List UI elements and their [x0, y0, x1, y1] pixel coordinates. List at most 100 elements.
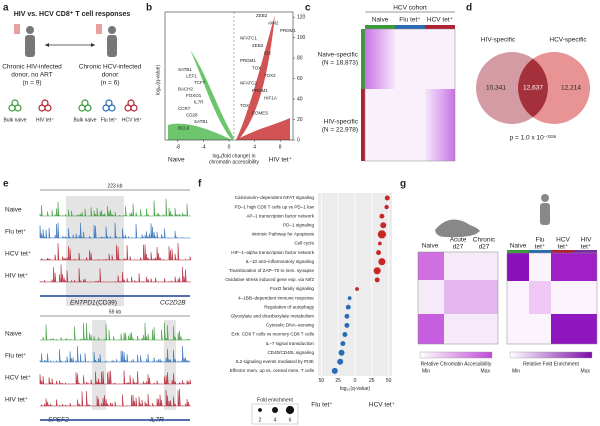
category-label: HIF–1–alpha transcription factor network — [231, 250, 314, 255]
legend-dot — [258, 408, 262, 412]
row-bar — [361, 89, 365, 161]
set-label: HIV-specific — [481, 37, 516, 44]
column-bar — [425, 25, 455, 29]
row-label: HIV-specific — [324, 119, 359, 126]
donor-icons — [14, 24, 117, 57]
gene-label: SATB1 — [178, 67, 192, 72]
x-tick-label: -8 — [176, 144, 181, 150]
panel-letter: a — [3, 3, 9, 14]
column-label: Flu — [535, 237, 544, 244]
legend-max: Max — [481, 368, 491, 374]
dot — [376, 250, 381, 256]
category-label: Exh. CD8 T cells vs memory CD8 T cells — [231, 332, 314, 337]
direction-label: Naive — [168, 157, 185, 164]
column-bar — [365, 25, 395, 29]
span-label: 59 kb — [109, 309, 121, 315]
dot — [377, 241, 382, 246]
row-label: (N = 22,978) — [322, 127, 358, 134]
column-label: HIV — [581, 237, 593, 244]
dot — [384, 195, 390, 201]
x-tick-label: -4 — [201, 144, 206, 150]
direction-label: HCV tet⁺ — [369, 402, 396, 409]
y-tick-label: 0 — [297, 137, 300, 143]
cell-label: HIV tet⁺ — [36, 117, 54, 123]
donor-label: (n = 9) — [23, 80, 42, 87]
legend-dot — [285, 405, 295, 415]
column-label: Chronic — [473, 237, 496, 244]
y-tick-label: 40 — [297, 96, 303, 102]
y-tick-label: 60 — [297, 76, 303, 82]
donor-label: Chronic HCV-infected — [79, 64, 142, 71]
dot — [379, 213, 385, 219]
panel-letter: f — [198, 179, 202, 190]
x-tick-label: 25 — [369, 378, 375, 384]
heatmap-frame — [364, 28, 456, 162]
dot — [384, 204, 389, 210]
axis-label: log₁₀(q-value) — [155, 65, 161, 95]
track-signal — [39, 322, 191, 341]
gene-label: TOX — [240, 103, 249, 108]
category-label: Cell cycle — [294, 241, 314, 246]
axis-label: chromatin accessibility — [209, 159, 260, 165]
row-label: Naive-specific — [318, 52, 359, 59]
track-label: HIV tet⁺ — [5, 273, 29, 280]
track-label: HCV tet⁺ — [5, 375, 32, 382]
legend-label: 4 — [274, 417, 277, 423]
gene-label: NFATC2 — [240, 81, 257, 86]
gene-label: FOXO1 — [186, 93, 202, 98]
legend-label: 2 — [259, 417, 262, 423]
dot — [340, 341, 346, 347]
venn-overlap — [518, 58, 548, 118]
cell-label: HCV tet⁺ — [122, 117, 143, 123]
track-signal — [39, 345, 191, 363]
gene-label: EOMES — [252, 111, 268, 116]
y-tick-label: 120 — [297, 14, 306, 20]
gene-label: LEF1 — [186, 74, 197, 79]
gene-label: BACH2 — [178, 87, 194, 92]
column-label: HCV — [556, 237, 570, 244]
legend-dot — [272, 407, 278, 413]
track-signal — [39, 388, 191, 407]
gene-label: NFATC1 — [240, 36, 257, 41]
legend-title: Relative Fold Enrichment — [523, 361, 579, 367]
dot — [345, 304, 351, 310]
category-label: FoxO family signaling — [270, 286, 314, 291]
track-signal — [39, 198, 191, 217]
donor-label: donor, no ART — [11, 72, 52, 79]
track-label: HCV tet⁺ — [5, 251, 32, 258]
gene-label: ZEB2 — [256, 13, 268, 18]
gene-label: CD28 — [186, 113, 198, 118]
legend-min: Min — [512, 368, 520, 374]
cell-label: Bulk naive — [3, 117, 26, 123]
mouse-icon — [435, 219, 480, 238]
gene-name: ENTPD1 — [70, 300, 96, 307]
column-label: Naive — [372, 17, 389, 24]
cohort-label: HCV cohort — [393, 5, 427, 12]
x-tick-label: 50 — [386, 378, 392, 384]
dot — [342, 332, 348, 337]
x-tick-label: 0 — [354, 378, 357, 384]
gene-label: IL7R — [194, 100, 204, 105]
dot — [377, 230, 387, 239]
human-icon — [540, 194, 550, 225]
legend-box — [251, 403, 299, 425]
gene-name: (CD39) — [96, 300, 117, 307]
highlight — [164, 320, 176, 410]
x-tick-label: 8 — [279, 144, 282, 150]
column-label: d27 — [479, 244, 490, 251]
panel-g: g Naive Acute d27 Chronic d27 Naive Flu … — [400, 179, 598, 374]
mouse-heatmap — [417, 251, 499, 345]
legend-label: 6 — [289, 417, 292, 423]
panel-letter: d — [466, 3, 472, 14]
count: 10,341 — [486, 85, 506, 92]
dot — [378, 258, 386, 266]
volcano-cloud — [168, 50, 234, 140]
gene-label: HIF1A — [264, 96, 277, 101]
panel-letter: b — [146, 3, 152, 14]
axis-label: log₁₀(q-value) — [340, 386, 370, 392]
category-label: Effector mem. up vs. central mem. T cell… — [230, 368, 315, 373]
donor-label: donor — [102, 72, 119, 79]
direction-label: HIV tet⁺ — [269, 157, 293, 164]
volcano-cloud — [236, 15, 290, 140]
